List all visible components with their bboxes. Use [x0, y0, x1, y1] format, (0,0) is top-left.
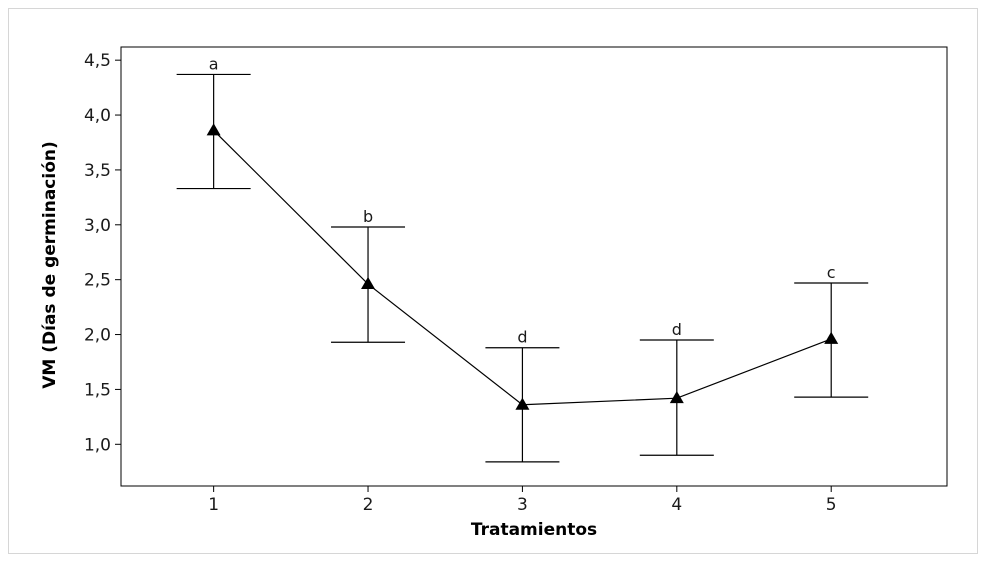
x-tick-label: 3	[517, 495, 528, 515]
y-tick-label: 1,0	[84, 435, 111, 455]
significance-label: a	[209, 54, 219, 73]
y-tick-label: 4,5	[84, 51, 111, 71]
data-point-triangle	[515, 397, 530, 410]
significance-label: d	[672, 320, 682, 339]
chart-frame	[8, 8, 978, 554]
significance-label: b	[363, 207, 373, 226]
significance-label: d	[517, 328, 527, 347]
x-tick-label: 2	[363, 495, 374, 515]
data-point-triangle	[669, 391, 684, 404]
y-tick-label: 4,0	[84, 106, 111, 126]
y-axis-title: VM (Días de germinación)	[40, 141, 60, 388]
data-point-triangle	[206, 123, 221, 136]
x-tick-label: 5	[826, 495, 837, 515]
x-axis-title: Tratamientos	[471, 520, 597, 540]
x-tick-label: 1	[208, 495, 219, 515]
y-tick-label: 3,5	[84, 161, 111, 181]
y-tick-label: 2,5	[84, 271, 111, 291]
data-point-triangle	[824, 331, 839, 344]
y-tick-label: 3,0	[84, 216, 111, 236]
significance-label: c	[827, 263, 836, 282]
y-tick-label: 1,5	[84, 380, 111, 400]
plot-area	[120, 46, 948, 487]
data-point-triangle	[361, 276, 376, 290]
x-tick-label: 4	[671, 495, 682, 515]
x-axis: 1 2 3 4 5	[208, 486, 837, 515]
series-layer: a b d d c	[176, 54, 869, 463]
y-tick-label: 2,0	[84, 326, 111, 346]
y-axis: 1,0 1,5 2,0 2,5 3,0 3,5 4,0 4,5	[84, 51, 121, 455]
